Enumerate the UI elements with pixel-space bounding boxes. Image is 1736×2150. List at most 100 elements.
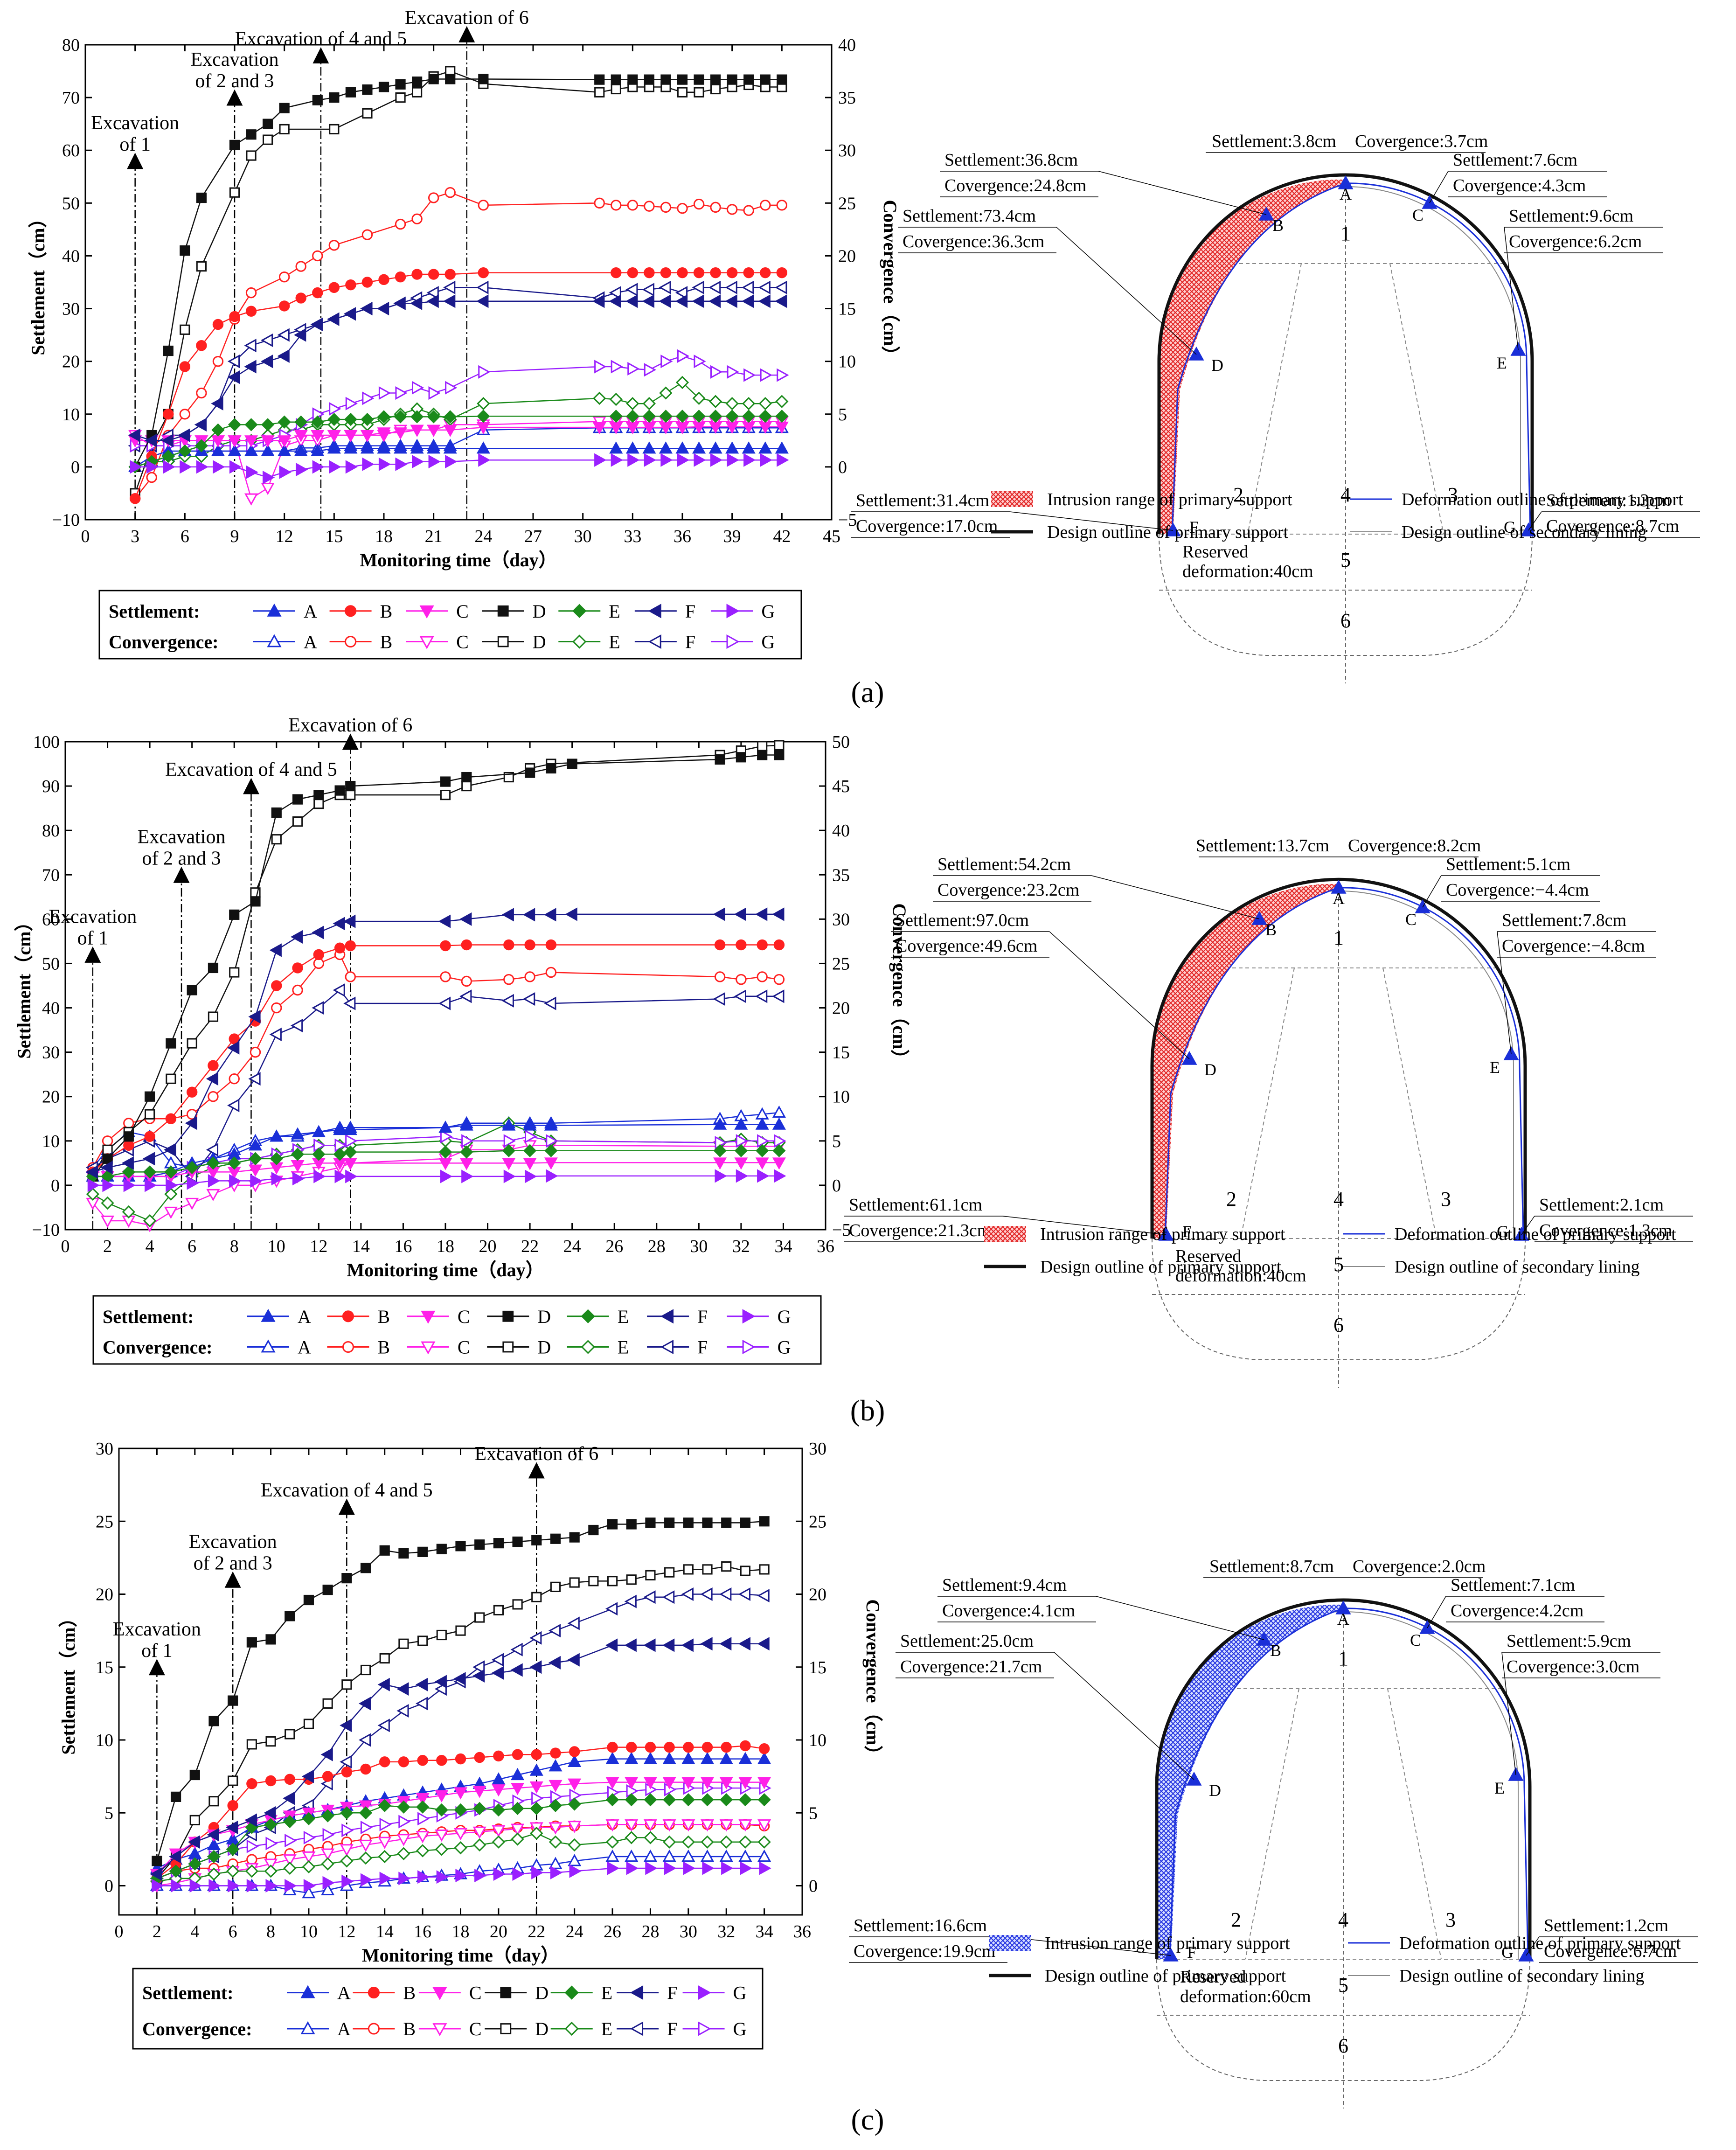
- settlement-point-B: [229, 1033, 240, 1044]
- convergence-point-F: [206, 1143, 219, 1157]
- legend-series-label: D: [535, 2018, 549, 2039]
- legend-series-label: B: [403, 1983, 416, 2004]
- settlement-point-D: [594, 74, 605, 85]
- settlement-point-C: [772, 1157, 786, 1170]
- settlement-point-D: [166, 1038, 176, 1049]
- convergence-point-F: [501, 994, 514, 1008]
- callout-settlement-G: Settlement:1.2cm: [1544, 1916, 1668, 1935]
- convergence-point-G: [378, 386, 391, 400]
- deformation-outline-primary-support: [1169, 1607, 1529, 1960]
- convergence-point-B: [444, 187, 456, 198]
- settlement-point-F: [643, 1638, 656, 1652]
- x-tick-label: 12: [338, 1922, 355, 1941]
- point-label-B: B: [1265, 920, 1277, 939]
- callout-settlement-B: Settlement:36.8cm: [944, 150, 1078, 170]
- legend-design-primary: Design outline of primary support: [1045, 1966, 1286, 1986]
- convergence-point-C: [359, 1839, 373, 1852]
- legend-marker-F: [660, 1309, 674, 1324]
- y-left-tick-label: 60: [62, 141, 80, 160]
- settlement-point-A: [523, 1118, 537, 1131]
- settlement-point-C: [294, 430, 308, 443]
- legend-series-label: G: [761, 632, 775, 653]
- legend-marker-C: [421, 1310, 436, 1324]
- legend-marker-C: [432, 1987, 447, 2000]
- convergence-point-F: [659, 280, 671, 294]
- settlement-point-C: [529, 1781, 543, 1794]
- x-tick-label: 4: [146, 1237, 154, 1256]
- convergence-point-E: [473, 1838, 486, 1852]
- core-division: [1245, 1688, 1442, 1960]
- convergence-point-D: [677, 87, 688, 97]
- settlement-point-C: [443, 424, 457, 437]
- settlement-point-G: [759, 1861, 771, 1875]
- y-right-tick-label: 5: [838, 405, 847, 424]
- convergence-point-D: [531, 1592, 542, 1602]
- y-right-tick-label: 45: [832, 777, 850, 796]
- settlement-point-D: [512, 1536, 523, 1547]
- settlement-point-E: [701, 1793, 714, 1807]
- convergence-point-E: [511, 1832, 524, 1846]
- deformation-outline-primary-support: [1164, 887, 1524, 1239]
- settlement-point-G: [250, 1174, 263, 1188]
- convergence-point-C: [206, 1189, 220, 1202]
- settlement-point-B: [474, 1752, 485, 1763]
- x-tick-label: 15: [325, 527, 343, 546]
- settlement-point-A: [343, 1122, 357, 1135]
- settlement-point-G: [644, 453, 656, 467]
- callout-settlement-B: Settlement:54.2cm: [937, 855, 1071, 874]
- settlement-point-E: [609, 410, 623, 423]
- convergence-point-D: [341, 1679, 352, 1690]
- convergence-point-C: [681, 1819, 695, 1832]
- convergence-point-B: [271, 1002, 282, 1014]
- convergence-point-G: [428, 386, 441, 400]
- excavation-annotation: of 1: [141, 1640, 173, 1662]
- convergence-point-F: [510, 1642, 523, 1656]
- settlement-point-C: [609, 422, 623, 435]
- convergence-point-G: [660, 355, 673, 369]
- settlement-point-A: [312, 1125, 326, 1137]
- convergence-point-E: [642, 397, 656, 411]
- convergence-point-G: [644, 363, 656, 377]
- settlement-point-G: [461, 1169, 474, 1183]
- settlement-point-F: [491, 1666, 504, 1680]
- convergence-point-E: [378, 1850, 391, 1864]
- settlement-point-D: [313, 790, 324, 800]
- settlement-point-G: [102, 1178, 115, 1192]
- convergence-point-C: [511, 1823, 525, 1836]
- settlement-point-F: [738, 1637, 751, 1651]
- settlement-point-D: [329, 92, 340, 103]
- settlement-point-B: [740, 1740, 751, 1752]
- legend-intrusion-swatch: [984, 1226, 1026, 1242]
- point-label-G: G: [1501, 1943, 1514, 1962]
- convergence-point-F: [443, 280, 456, 294]
- settlement-point-D: [246, 1637, 257, 1648]
- callout-settlement-C: Settlement:7.1cm: [1451, 1575, 1575, 1595]
- y-right-tick-label: 30: [832, 910, 850, 929]
- settlement-point-F: [320, 1747, 333, 1761]
- settlement-point-E: [427, 410, 440, 424]
- y-right-tick-label: 5: [832, 1132, 841, 1151]
- settlement-point-D: [312, 95, 323, 105]
- x-tick-label: 18: [452, 1922, 470, 1941]
- region-number: 3: [1445, 1908, 1456, 1931]
- settlement-point-D: [702, 1517, 713, 1528]
- convergence-point-G: [360, 1820, 373, 1835]
- y-right-tick-label: 0: [832, 1176, 841, 1196]
- settlement-point-G: [412, 455, 424, 469]
- settlement-point-G: [265, 1879, 278, 1893]
- settlement-point-E: [264, 1818, 278, 1831]
- callout-settlement-C: Settlement:7.6cm: [1453, 150, 1577, 170]
- convergence-point-F: [340, 1755, 352, 1769]
- settlement-point-G: [664, 1861, 677, 1875]
- settlement-point-E: [758, 410, 772, 423]
- settlement-point-E: [207, 1850, 221, 1864]
- settlement-point-B: [395, 271, 406, 283]
- y-right-tick-label: 40: [838, 35, 856, 55]
- settlement-point-F: [476, 294, 489, 308]
- settlement-point-E: [321, 1809, 334, 1823]
- settlement-point-B: [461, 939, 472, 951]
- settlement-point-D: [360, 1563, 371, 1573]
- settlement-point-B: [683, 1741, 694, 1753]
- convergence-point-D: [493, 1605, 504, 1615]
